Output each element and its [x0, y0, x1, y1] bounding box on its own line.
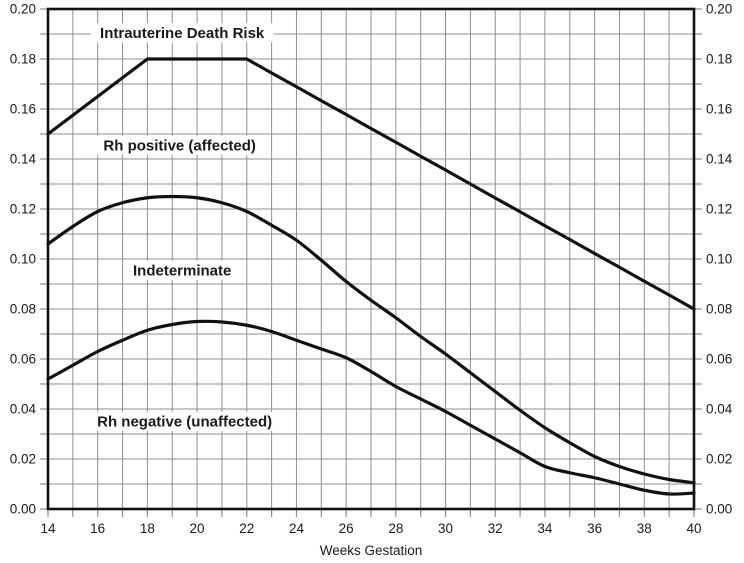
x-tick-label: 36	[587, 521, 602, 536]
x-tick-label: 26	[339, 521, 354, 536]
y-tick-label-left: 0.04	[10, 402, 37, 417]
axis-ticks	[40, 8, 702, 517]
label-backdrop-rh-positive-affected	[92, 135, 268, 155]
x-tick-label: 40	[686, 521, 701, 536]
label-backdrop-indeterminate	[128, 260, 236, 280]
y-tick-label-left: 0.02	[10, 452, 36, 467]
x-axis-title: Weeks Gestation	[320, 543, 423, 558]
y-tick-label-right: 0.06	[706, 352, 732, 367]
y-tick-label-right: 0.14	[706, 152, 733, 167]
y-tick-label-right: 0.00	[706, 502, 732, 517]
y-tick-label-right: 0.20	[706, 2, 732, 17]
y-tick-label-right: 0.04	[706, 402, 733, 417]
x-tick-label: 16	[90, 521, 105, 536]
inline-label-intrauterine-death-risk: Intrauterine Death Risk	[100, 25, 265, 42]
label-backdrop-rh-negative-unaffected	[89, 412, 280, 431]
y-tick-label-left: 0.20	[10, 2, 36, 17]
x-tick-label: 28	[388, 521, 403, 536]
plot-frame	[46, 7, 696, 511]
y-tick-label-left: 0.10	[10, 252, 36, 267]
y-tick-label-right: 0.10	[706, 252, 732, 267]
y-tick-label-right: 0.02	[706, 452, 732, 467]
y-tick-label-right: 0.18	[706, 52, 732, 67]
y-tick-label-left: 0.00	[10, 502, 36, 517]
x-tick-label: 18	[140, 521, 155, 536]
x-tick-label: 32	[488, 521, 503, 536]
tick-labels: 0.00 0.00 0.02 0.02 0.04 0.04 0.06 0.06 0.08 0.08…	[10, 2, 733, 559]
y-tick-label-right: 0.12	[706, 202, 732, 217]
y-tick-label-left: 0.12	[10, 202, 36, 217]
x-tick-label: 38	[637, 521, 652, 536]
curve-indeterminate	[46, 194, 696, 485]
curve-rh-negative-unaffected	[46, 319, 696, 496]
y-tick-label-left: 0.08	[10, 302, 36, 317]
y-tick-label-left: 0.18	[10, 52, 36, 67]
x-tick-label: 20	[190, 521, 205, 536]
curve-rh-positive-affected	[46, 57, 696, 311]
y-tick-label-left: 0.14	[10, 152, 37, 167]
gridlines	[48, 9, 694, 509]
label-backdrop-intrauterine-death-risk	[90, 23, 274, 43]
y-tick-label-right: 0.08	[706, 302, 732, 317]
x-tick-label: 14	[40, 521, 56, 536]
x-tick-label: 24	[289, 521, 305, 536]
y-tick-label-left: 0.06	[10, 352, 36, 367]
inline-label-rh-positive-affected: Rh positive (affected)	[103, 137, 256, 154]
x-tick-label: 30	[438, 521, 453, 536]
y-tick-label-right: 0.16	[706, 102, 732, 117]
x-tick-label: 34	[537, 521, 553, 536]
x-tick-label: 22	[239, 521, 254, 536]
inline-label-rh-negative-unaffected: Rh negative (unaffected)	[97, 414, 272, 431]
inline-label-indeterminate: Indeterminate	[133, 262, 231, 279]
y-tick-label-left: 0.16	[10, 102, 36, 117]
